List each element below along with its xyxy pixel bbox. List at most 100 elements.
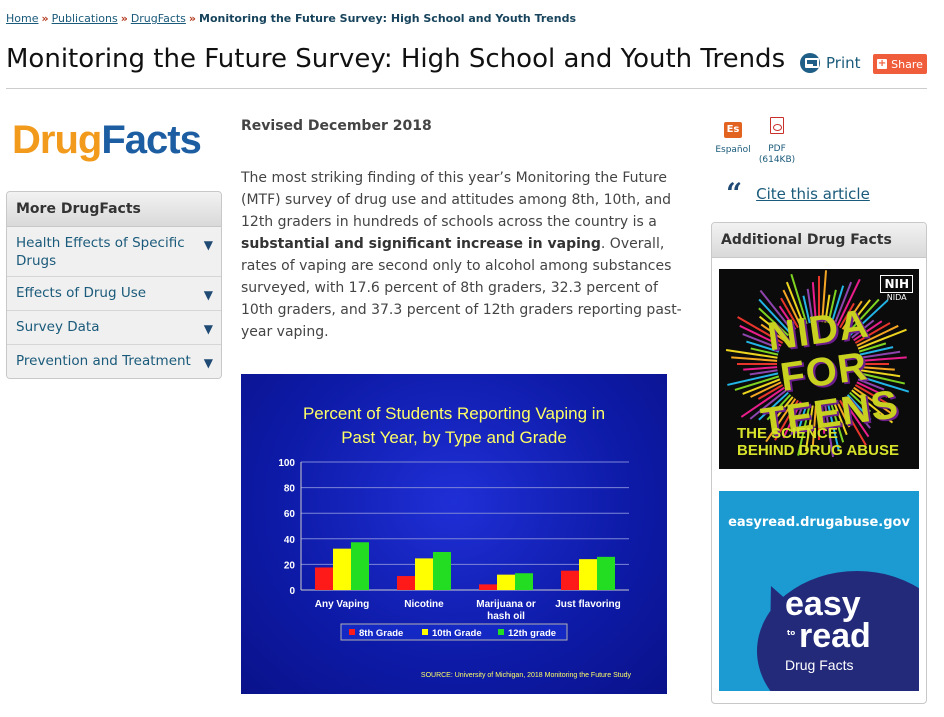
nida-for-teens-banner[interactable]: NIH NIDA NIDA FOR TEENS THE SCIENCE BEHI… <box>719 269 919 469</box>
sunburst-ray <box>859 346 894 356</box>
chart-svg: Percent of Students Reporting Vaping in P… <box>278 404 632 679</box>
breadcrumb-home-link[interactable]: Home <box>6 12 39 25</box>
plus-icon: + <box>877 58 888 69</box>
chart-source: SOURCE: University of Michigan, 2018 Mon… <box>421 672 632 679</box>
sidenav-title: More DrugFacts <box>7 192 221 227</box>
sidenav-item-label: Survey Data <box>16 319 100 335</box>
sunburst-ray <box>785 281 805 326</box>
sunburst-ray <box>780 297 799 329</box>
sunburst-ray <box>830 403 845 443</box>
sunburst-ray <box>802 295 811 324</box>
share-button[interactable]: + Share <box>873 54 927 74</box>
legend-label: 12th grade <box>508 628 556 639</box>
sidenav-item-prevention-treatment[interactable]: Prevention and Treatment ▼ <box>7 345 221 378</box>
sunburst-ray <box>846 298 880 334</box>
sidenav-item-health-effects[interactable]: Health Effects of Specific Drugs ▼ <box>7 227 221 277</box>
chevron-down-icon[interactable]: ▼ <box>203 238 213 252</box>
sunburst-ray <box>774 399 799 441</box>
pdf-link[interactable]: PDF (614KB) <box>752 117 802 166</box>
y-tick-label: 40 <box>284 535 296 546</box>
bar-12th-grade <box>597 556 615 590</box>
sunburst-ray <box>765 398 797 443</box>
vaping-chart: Percent of Students Reporting Vaping in P… <box>241 374 667 694</box>
espanol-link[interactable]: Es Español <box>713 117 753 155</box>
sunburst-ray <box>758 298 792 334</box>
sunburst-ray <box>797 403 808 432</box>
breadcrumb-drugfacts-link[interactable]: DrugFacts <box>130 12 186 25</box>
sunburst-ray <box>760 323 785 342</box>
bar-8th-grade <box>315 567 333 590</box>
bar-8th-grade <box>479 584 497 590</box>
sunburst-ray <box>742 378 781 395</box>
sunburst-ray <box>854 322 891 344</box>
sunburst-ray <box>854 384 891 406</box>
y-tick-label: 60 <box>284 509 296 520</box>
breadcrumb-separator: » <box>41 12 49 25</box>
x-category-label: Any Vaping <box>315 599 369 610</box>
bar-12th-grade <box>515 573 533 590</box>
easy-word: easy <box>785 585 861 623</box>
sunburst-ray <box>811 405 817 446</box>
sunburst-ray <box>727 372 779 386</box>
chevron-down-icon[interactable]: ▼ <box>203 288 213 302</box>
cite-label: Cite this article <box>756 185 870 203</box>
nida-tagline: THE SCIENCE BEHIND DRUG ABUSE <box>737 425 899 459</box>
legend-swatch <box>349 629 355 635</box>
breadcrumb-separator: » <box>188 12 197 25</box>
chevron-down-icon[interactable]: ▼ <box>203 322 213 336</box>
sunburst-ray <box>839 302 855 329</box>
sunburst-ray <box>844 396 871 429</box>
sunburst-ray <box>821 405 826 434</box>
sunburst-ray <box>757 384 784 400</box>
sunburst-ray <box>857 378 885 391</box>
sidenav-item-label: Effects of Drug Use <box>16 285 147 301</box>
intro-highlight: substantial and significant increase in … <box>241 236 601 252</box>
intro-text-2: . Overall, rates of vaping are second on… <box>241 236 682 340</box>
easy-read-url: easyread.drugabuse.gov <box>728 515 910 530</box>
sunburst-ray <box>782 401 802 439</box>
print-button[interactable]: Print <box>800 53 861 73</box>
sunburst-ray <box>778 305 797 330</box>
sunburst-ray <box>774 396 794 420</box>
bar-10th-grade <box>415 558 433 590</box>
breadcrumb-separator: » <box>120 12 128 25</box>
sunburst-ray <box>782 289 802 327</box>
bar-12th-grade <box>433 551 451 590</box>
sunburst-ray <box>851 319 875 339</box>
espanol-label: Español <box>715 145 751 155</box>
revised-date: Revised December 2018 <box>241 118 432 134</box>
sunburst-ray <box>853 320 883 342</box>
sunburst-ray <box>851 389 894 424</box>
pdf-label: PDF (614KB) <box>752 144 802 166</box>
cite-article-link[interactable]: “ Cite this article <box>726 177 870 210</box>
quote-icon: “ <box>726 177 743 210</box>
pdf-size: (614KB) <box>758 155 796 165</box>
sidenav-item-label: Prevention and Treatment <box>16 353 191 369</box>
y-tick-label: 80 <box>284 484 296 495</box>
sunburst-ray <box>853 386 893 415</box>
sunburst-ray <box>821 270 828 323</box>
easy-read-banner[interactable]: easyread.drugabuse.gov easy to read Drug… <box>719 491 919 691</box>
sunburst-ray <box>856 381 888 398</box>
sunburst-ray <box>827 289 837 324</box>
breadcrumb-publications-link[interactable]: Publications <box>51 12 118 25</box>
sunburst-ray <box>743 366 778 371</box>
sunburst-ray <box>827 404 840 451</box>
breadcrumb: Home» Publications» DrugFacts» Monitoring t… <box>6 12 576 25</box>
y-tick-label: 100 <box>278 458 295 469</box>
sidenav-item-effects-of-drug-use[interactable]: Effects of Drug Use ▼ <box>7 277 221 311</box>
chart-title-line-1: Percent of Students Reporting Vaping in <box>303 404 605 423</box>
drugfacts-logo[interactable]: DrugFacts <box>12 118 202 163</box>
sunburst-ray <box>750 347 779 356</box>
logo-part-drug: Drug <box>12 118 102 162</box>
chevron-down-icon[interactable]: ▼ <box>203 356 213 370</box>
chart-title-line-2: Past Year, by Type and Grade <box>341 428 567 447</box>
sunburst-ray <box>841 300 863 330</box>
legend-box <box>340 623 568 641</box>
headline-line-1: NIDA FOR <box>764 301 872 400</box>
sunburst-ray <box>858 342 887 353</box>
sidenav-item-survey-data[interactable]: Survey Data ▼ <box>7 311 221 345</box>
print-label: Print <box>826 54 861 72</box>
nih-text: NIH <box>880 275 913 293</box>
drug-facts-word: Drug Facts <box>785 657 854 673</box>
